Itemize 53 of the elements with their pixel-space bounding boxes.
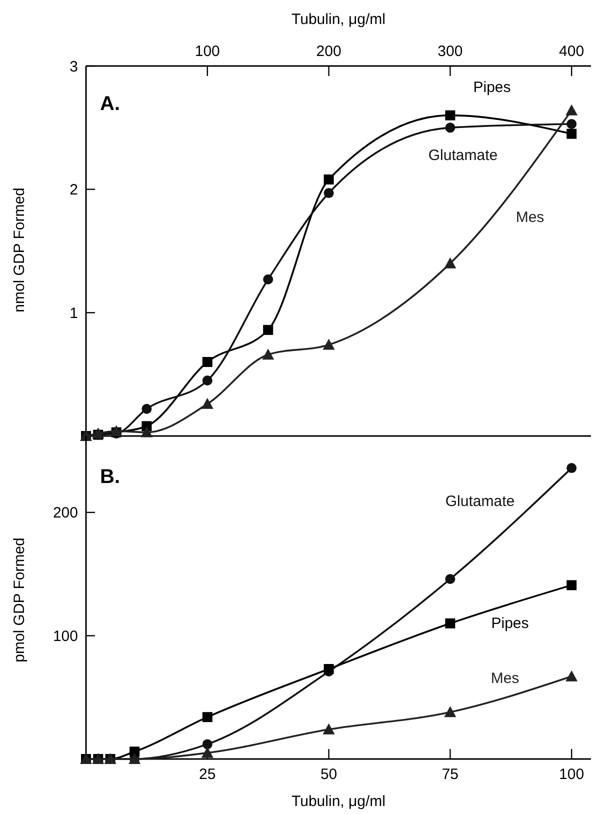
- point: [322, 723, 335, 734]
- series-label: Glutamate: [445, 493, 515, 510]
- y-axis-title: pmol GDP Formed: [11, 538, 28, 662]
- point: [202, 357, 212, 367]
- point: [202, 712, 212, 722]
- x-tick-label: 400: [559, 43, 584, 60]
- x-tick-label: 100: [194, 43, 220, 60]
- series-label: Glutamate: [428, 147, 498, 164]
- point: [130, 746, 140, 757]
- point: [445, 618, 456, 628]
- x-tick-label: 75: [442, 766, 459, 783]
- x-axis-title: Tubulin, μg/ml: [292, 793, 386, 810]
- point: [322, 338, 335, 350]
- point: [263, 324, 274, 335]
- y-tick-label: 100: [52, 628, 78, 645]
- text: B.: [100, 466, 120, 488]
- point: [202, 739, 212, 750]
- point: [140, 426, 153, 438]
- point: [566, 580, 577, 590]
- text: A.: [100, 93, 120, 115]
- point: [324, 174, 334, 184]
- x-tick-label: 200: [316, 43, 342, 60]
- point: [201, 746, 214, 758]
- point: [445, 122, 456, 133]
- point: [324, 188, 334, 198]
- x-tick-label: 300: [438, 43, 463, 60]
- point: [263, 274, 274, 284]
- x-axis-title: Tubulin, μg/ml: [292, 11, 386, 28]
- y-tick-label: 3: [70, 58, 78, 76]
- series-label: Mes: [490, 670, 520, 687]
- point: [566, 128, 577, 139]
- point: [566, 118, 577, 129]
- point: [445, 574, 456, 584]
- point: [202, 376, 212, 386]
- point: [444, 257, 456, 268]
- y-tick-label: 2: [70, 182, 78, 199]
- point: [566, 104, 578, 116]
- point: [142, 404, 152, 414]
- y-axis-title: nmol GDP Formed: [11, 188, 28, 312]
- x-tick-label: 50: [320, 766, 338, 783]
- point: [262, 348, 274, 360]
- point: [566, 463, 577, 474]
- point: [201, 398, 214, 409]
- y-tick-label: 1: [70, 304, 78, 322]
- y-tick-label: 200: [52, 504, 78, 522]
- point: [445, 110, 456, 120]
- point: [444, 706, 456, 718]
- x-tick-label: 100: [559, 766, 584, 783]
- series-label: Pipes: [491, 615, 529, 632]
- series-label: Mes: [516, 209, 544, 226]
- point: [566, 670, 578, 682]
- x-tick-label: 25: [199, 766, 216, 783]
- series-label: Pipes: [473, 79, 511, 96]
